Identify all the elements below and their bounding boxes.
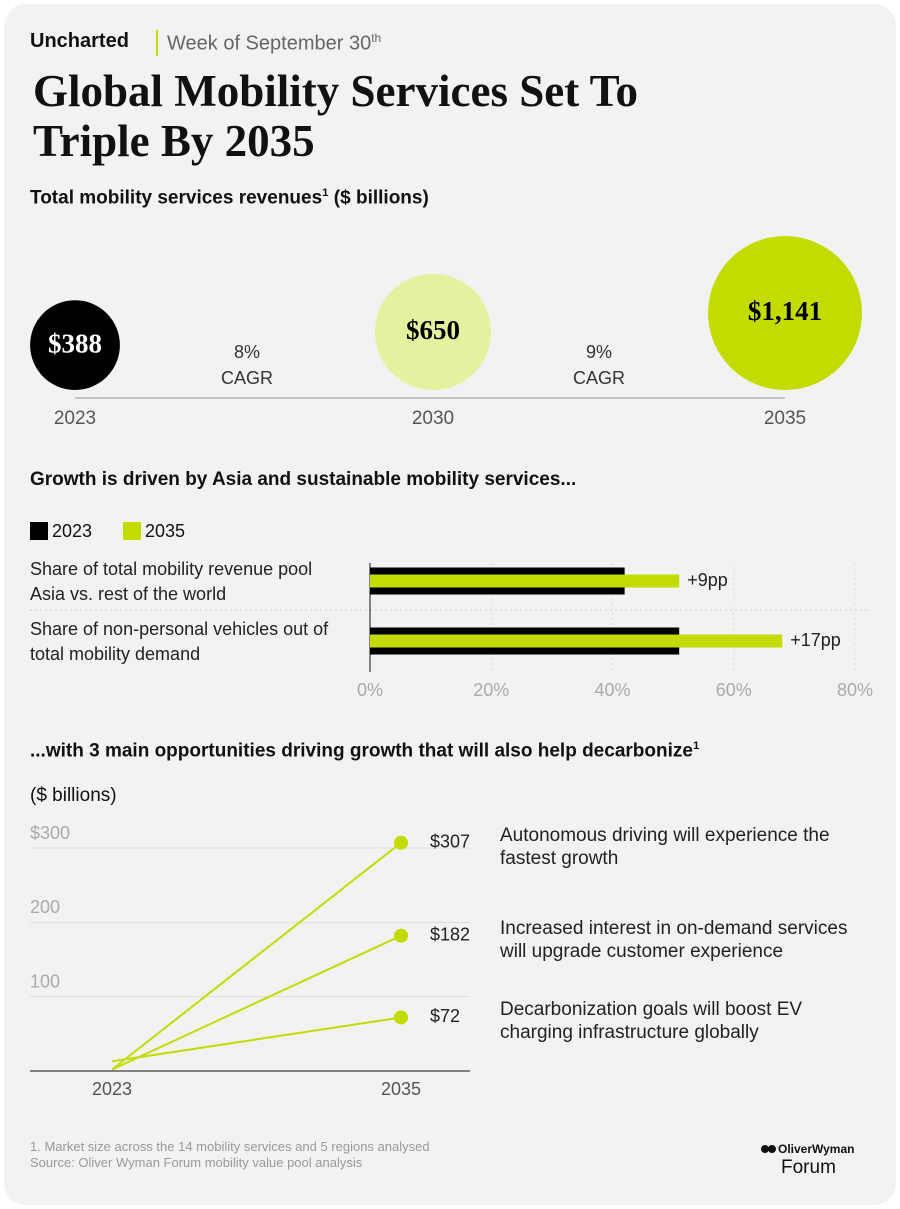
x-tick-label: 60% — [716, 680, 752, 700]
delta-label: +17pp — [790, 630, 841, 650]
value-label: $650 — [406, 315, 460, 345]
delta-label: +9pp — [687, 570, 728, 590]
legend-label: 2023 — [52, 521, 92, 541]
cagr-label: CAGR — [221, 368, 273, 388]
x-tick-label: 2035 — [381, 1079, 421, 1099]
value-label: $1,141 — [748, 296, 822, 326]
category-label: Share of total mobility revenue pool Asi… — [30, 559, 313, 604]
legend-label: 2035 — [145, 521, 185, 541]
x-tick-label: 2023 — [54, 408, 96, 429]
line — [111, 934, 402, 1071]
bubble — [30, 300, 120, 390]
y-tick-label: $300 — [30, 823, 70, 843]
chart-title: Total mobility services revenues1 ($ bil… — [30, 187, 429, 209]
title-note: 1 — [692, 740, 700, 752]
x-tick-label: 2030 — [412, 408, 454, 429]
value-label: $72 — [430, 1006, 460, 1026]
cagr-value: 8% — [234, 342, 260, 362]
series-label: Decarbonization goals will boost EV char… — [500, 999, 803, 1044]
x-tick-label: 2023 — [92, 1079, 132, 1099]
title-unit: ($ billions) — [333, 187, 429, 209]
brand: Uncharted — [30, 30, 129, 52]
value-label: $307 — [430, 832, 470, 852]
x-tick-label: 20% — [473, 680, 509, 700]
card — [4, 4, 896, 1205]
series-label: Increased interest in on-demand services… — [500, 917, 848, 962]
logo-top: OliverWyman — [778, 1142, 855, 1156]
point — [394, 835, 408, 850]
legend-swatch — [123, 522, 141, 540]
footnote: 1. Market size across the 14 mobility se… — [30, 1139, 430, 1154]
cagr-label: CAGR — [573, 368, 625, 388]
value-label: $388 — [48, 328, 102, 358]
bubble — [708, 236, 862, 390]
week-suffix: th — [371, 31, 382, 45]
category-label: Share of non-personal vehicles out of to… — [30, 619, 329, 664]
line — [111, 1016, 402, 1063]
series-label: Autonomous driving will experience the f… — [500, 824, 830, 869]
chart-title: Growth is driven by Asia and sustainable… — [30, 469, 577, 490]
title: Global Mobility Services Set To Triple B… — [33, 66, 639, 166]
source: Source: Oliver Wyman Forum mobility valu… — [30, 1155, 363, 1170]
title-note: 1 — [322, 187, 329, 199]
bubble — [374, 273, 492, 390]
x-tick-label: 40% — [594, 680, 630, 700]
bar — [370, 634, 783, 648]
value-label: $182 — [430, 924, 470, 944]
chart-title: ...with 3 main opportunities driving gro… — [30, 740, 699, 762]
x-tick-label: 80% — [837, 680, 873, 700]
y-axis-label: ($ billions) — [30, 785, 117, 806]
week: Week of September 30th — [167, 31, 381, 56]
x-tick-label: 0% — [357, 680, 383, 700]
x-tick-label: 2035 — [764, 408, 806, 429]
week-text: Week of September 30 — [167, 32, 372, 55]
y-tick-label: 100 — [30, 971, 60, 991]
logo-icon — [768, 1145, 776, 1153]
title-text: Total mobility services revenues — [30, 187, 323, 209]
point — [394, 1010, 408, 1025]
title-text: ...with 3 main opportunities driving gro… — [30, 740, 693, 762]
logo-icon — [761, 1145, 769, 1153]
bar — [370, 574, 680, 588]
point — [394, 928, 408, 943]
cagr-value: 9% — [586, 342, 612, 362]
legend-swatch — [30, 522, 48, 540]
logo-bottom: Forum — [781, 1157, 836, 1178]
y-tick-label: 200 — [30, 897, 60, 917]
line — [111, 842, 402, 1071]
